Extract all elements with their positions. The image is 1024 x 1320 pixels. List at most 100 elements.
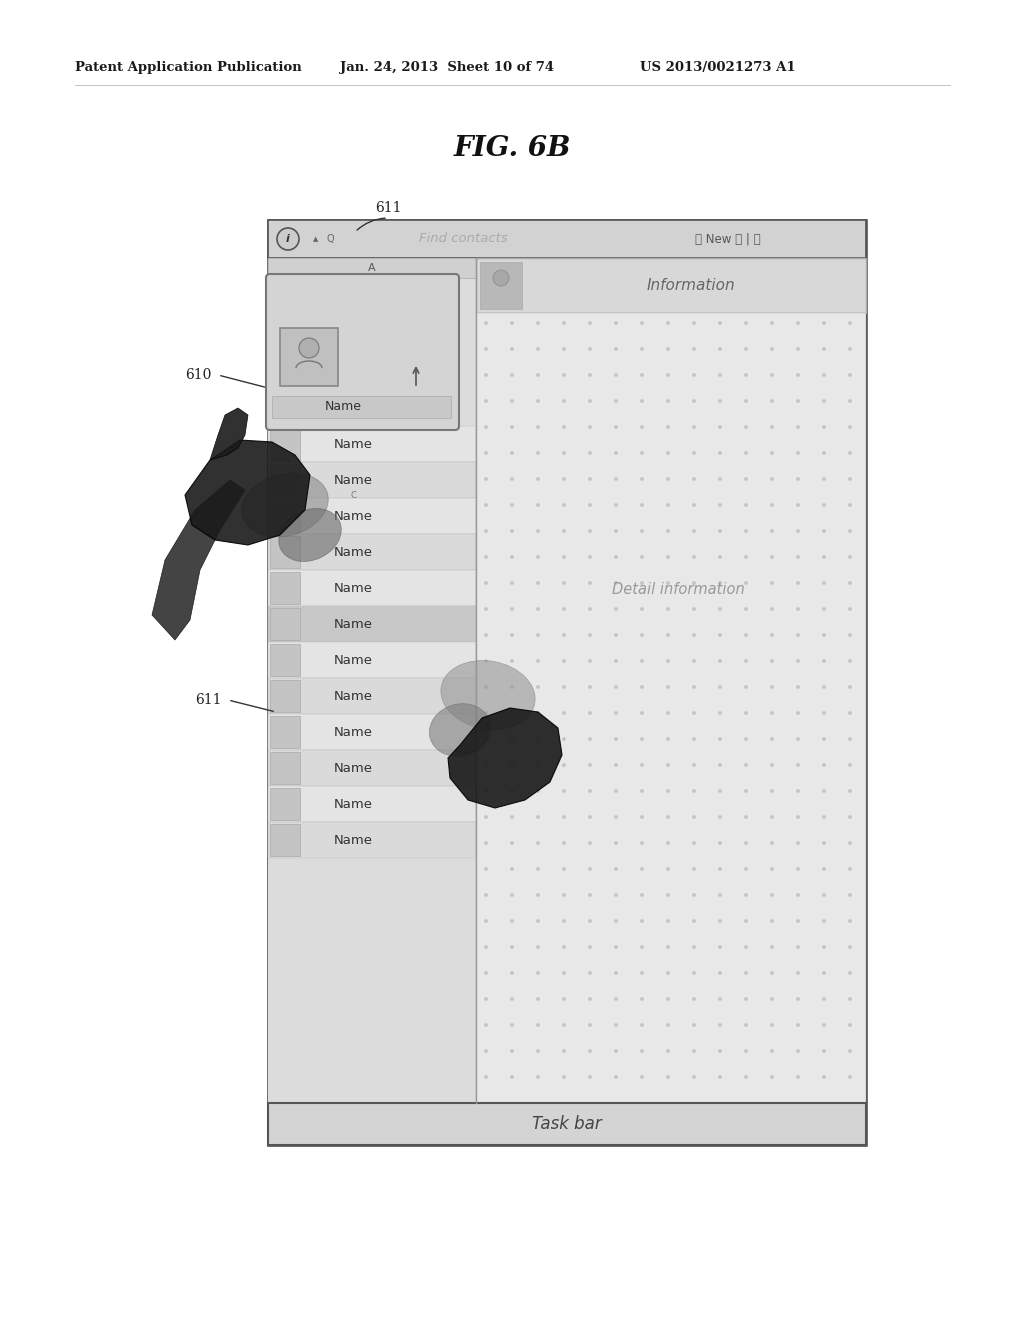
Circle shape xyxy=(614,1024,617,1026)
Circle shape xyxy=(849,946,851,948)
Circle shape xyxy=(823,374,825,376)
Circle shape xyxy=(693,660,695,663)
Circle shape xyxy=(744,347,748,350)
Circle shape xyxy=(771,504,773,506)
Circle shape xyxy=(589,426,591,428)
Circle shape xyxy=(563,738,565,741)
Circle shape xyxy=(511,998,513,1001)
Polygon shape xyxy=(449,708,562,808)
Circle shape xyxy=(511,920,513,923)
Circle shape xyxy=(667,634,670,636)
Circle shape xyxy=(693,867,695,870)
Circle shape xyxy=(797,998,799,1001)
Circle shape xyxy=(849,894,851,896)
Circle shape xyxy=(719,400,721,403)
Circle shape xyxy=(537,972,540,974)
Circle shape xyxy=(849,347,851,350)
Circle shape xyxy=(537,686,540,688)
Circle shape xyxy=(693,478,695,480)
Circle shape xyxy=(614,1049,617,1052)
Circle shape xyxy=(771,322,773,325)
Circle shape xyxy=(484,322,487,325)
Circle shape xyxy=(744,920,748,923)
Circle shape xyxy=(693,998,695,1001)
Circle shape xyxy=(484,374,487,376)
Circle shape xyxy=(771,1024,773,1026)
Circle shape xyxy=(823,634,825,636)
Circle shape xyxy=(693,1024,695,1026)
Circle shape xyxy=(299,338,319,358)
Bar xyxy=(268,606,476,642)
Circle shape xyxy=(641,894,643,896)
Circle shape xyxy=(511,789,513,792)
Text: Patent Application Publication: Patent Application Publication xyxy=(75,62,302,74)
Bar xyxy=(476,257,866,1104)
Circle shape xyxy=(744,634,748,636)
Circle shape xyxy=(589,1049,591,1052)
Ellipse shape xyxy=(441,660,536,730)
Circle shape xyxy=(537,1076,540,1078)
Circle shape xyxy=(719,842,721,845)
Circle shape xyxy=(641,556,643,558)
Circle shape xyxy=(641,400,643,403)
Circle shape xyxy=(537,1049,540,1052)
Circle shape xyxy=(771,1076,773,1078)
Circle shape xyxy=(823,347,825,350)
Circle shape xyxy=(484,1024,487,1026)
Circle shape xyxy=(797,1049,799,1052)
Circle shape xyxy=(771,451,773,454)
Ellipse shape xyxy=(242,473,329,537)
Text: Jan. 24, 2013  Sheet 10 of 74: Jan. 24, 2013 Sheet 10 of 74 xyxy=(340,62,554,74)
Circle shape xyxy=(589,946,591,948)
Circle shape xyxy=(641,582,643,585)
Circle shape xyxy=(484,920,487,923)
Circle shape xyxy=(484,711,487,714)
Circle shape xyxy=(537,451,540,454)
Circle shape xyxy=(537,894,540,896)
Circle shape xyxy=(797,894,799,896)
Circle shape xyxy=(771,738,773,741)
Circle shape xyxy=(797,946,799,948)
Bar xyxy=(476,313,866,1104)
Circle shape xyxy=(667,347,670,350)
Circle shape xyxy=(849,1076,851,1078)
Circle shape xyxy=(484,400,487,403)
Circle shape xyxy=(719,451,721,454)
Text: C: C xyxy=(350,491,356,500)
Bar xyxy=(270,752,300,784)
Circle shape xyxy=(849,529,851,532)
Circle shape xyxy=(537,426,540,428)
Circle shape xyxy=(563,426,565,428)
Circle shape xyxy=(771,582,773,585)
Bar xyxy=(270,788,300,820)
Circle shape xyxy=(771,842,773,845)
Text: A: A xyxy=(369,263,376,273)
Circle shape xyxy=(484,607,487,610)
Circle shape xyxy=(614,764,617,766)
Circle shape xyxy=(641,660,643,663)
Circle shape xyxy=(563,711,565,714)
Circle shape xyxy=(511,894,513,896)
Circle shape xyxy=(589,607,591,610)
Ellipse shape xyxy=(279,508,341,561)
Circle shape xyxy=(797,374,799,376)
Circle shape xyxy=(667,998,670,1001)
Circle shape xyxy=(484,998,487,1001)
Bar xyxy=(268,678,476,714)
Circle shape xyxy=(563,816,565,818)
Circle shape xyxy=(771,867,773,870)
Circle shape xyxy=(849,1024,851,1026)
Circle shape xyxy=(641,451,643,454)
Circle shape xyxy=(589,972,591,974)
Circle shape xyxy=(823,1076,825,1078)
Circle shape xyxy=(719,504,721,506)
Circle shape xyxy=(589,894,591,896)
Circle shape xyxy=(849,711,851,714)
Circle shape xyxy=(744,998,748,1001)
Circle shape xyxy=(719,1076,721,1078)
Circle shape xyxy=(849,998,851,1001)
Circle shape xyxy=(614,920,617,923)
Circle shape xyxy=(614,998,617,1001)
Circle shape xyxy=(823,738,825,741)
Circle shape xyxy=(563,322,565,325)
